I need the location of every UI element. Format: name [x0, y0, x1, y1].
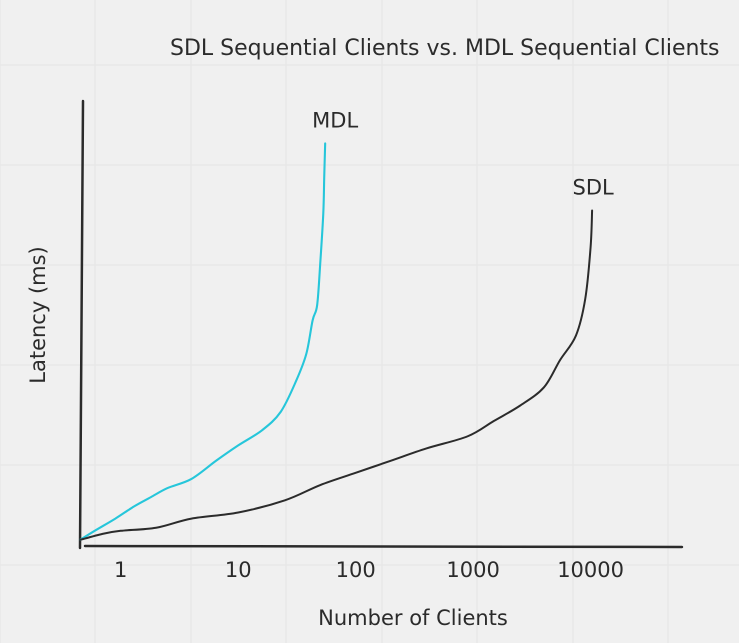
series-label-mdl: MDL [312, 108, 358, 132]
x-ticks: 1 10 100 1000 10000 [114, 558, 624, 582]
series-labels: MDL SDL [312, 108, 614, 199]
chart-title: SDL Sequential Clients vs. MDL Sequentia… [170, 36, 720, 61]
x-tick-label-1000: 1000 [446, 558, 499, 582]
y-axis-label: Latency (ms) [26, 246, 50, 383]
x-axis-label: Number of Clients [318, 606, 508, 630]
series-line-sdl [79, 209, 594, 541]
series [78, 142, 594, 541]
x-axis-line [83, 544, 684, 549]
x-tick-label-10: 10 [225, 558, 252, 582]
series-label-sdl: SDL [573, 176, 615, 200]
series-line-mdl [78, 142, 327, 541]
axes [78, 99, 684, 550]
y-axis-line [78, 99, 85, 550]
x-tick-label-100: 100 [336, 558, 376, 582]
x-tick-label-10000: 10000 [557, 558, 624, 582]
x-tick-label-1: 1 [114, 558, 127, 582]
